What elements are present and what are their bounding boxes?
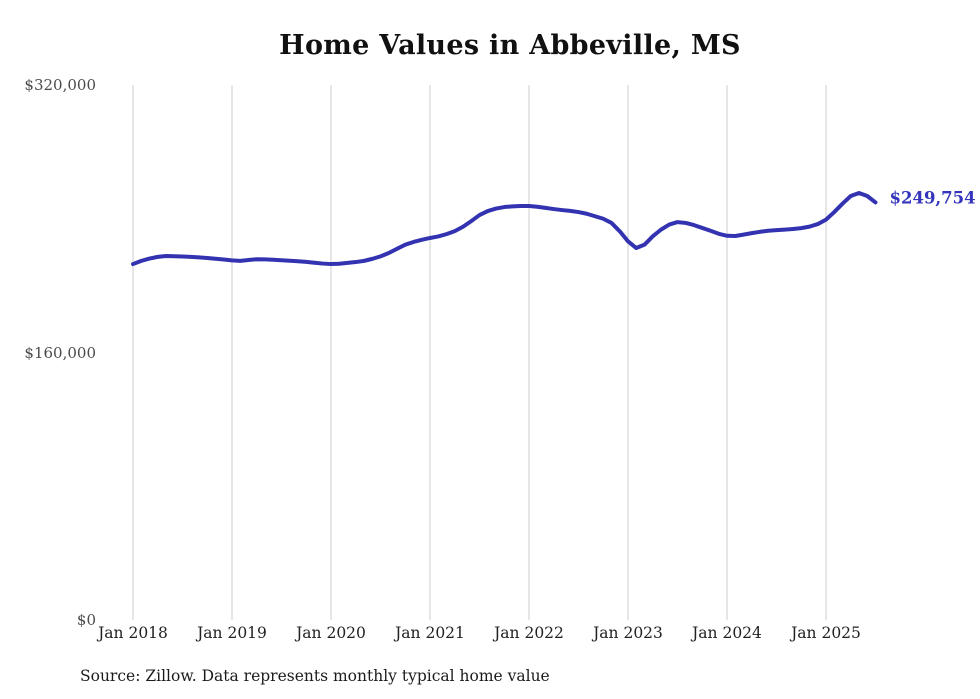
x-tick-label: Jan 2024 — [692, 624, 762, 642]
chart-title: Home Values in Abbeville, MS — [279, 30, 741, 61]
y-tick-label: $320,000 — [24, 76, 96, 94]
x-tick-label: Jan 2021 — [395, 624, 465, 642]
y-tick-label: $0 — [76, 611, 96, 629]
x-tick-label: Jan 2022 — [494, 624, 564, 642]
x-tick-label: Jan 2018 — [98, 624, 168, 642]
x-tick-label: Jan 2019 — [197, 624, 267, 642]
x-tick-label: Jan 2023 — [593, 624, 663, 642]
home-value-line — [131, 191, 878, 267]
current-value-label: $249,754 — [889, 188, 976, 208]
source-note: Source: Zillow. Data represents monthly … — [80, 667, 550, 685]
y-tick-label: $160,000 — [24, 343, 96, 362]
x-tick-label: Jan 2025 — [791, 624, 861, 642]
x-tick-label: Jan 2020 — [296, 624, 366, 642]
